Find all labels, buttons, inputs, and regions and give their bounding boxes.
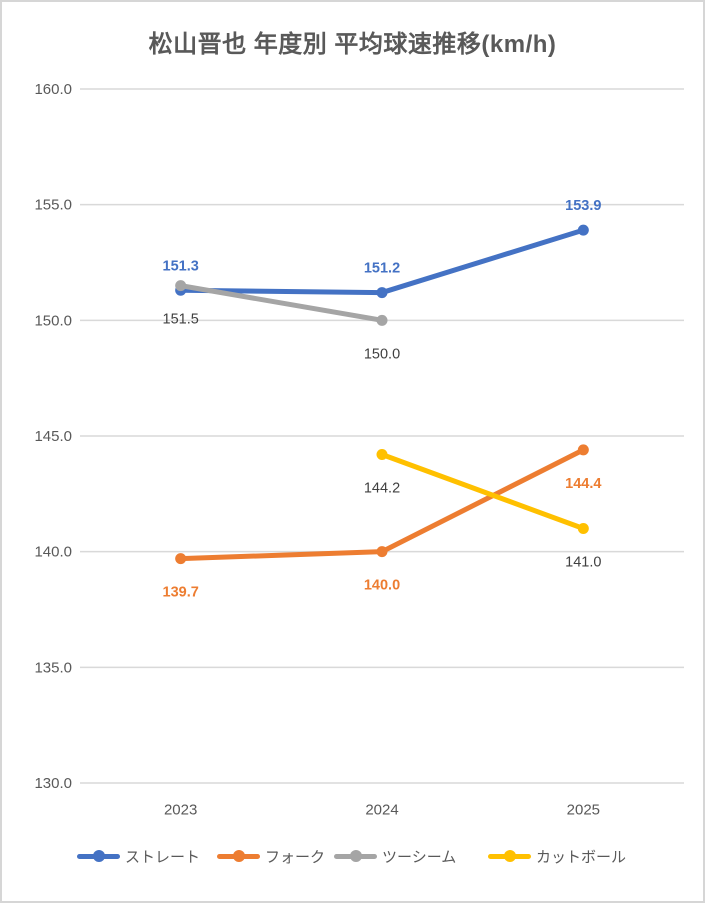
series-line-cut-ball: [379, 452, 586, 532]
series-marker-fork: [175, 553, 187, 565]
series-marker-straight: [376, 287, 388, 299]
legend-item-two-seam: ツーシーム: [334, 843, 456, 869]
legend-dot-cut-ball: [503, 850, 516, 862]
series-marker-straight: [577, 224, 589, 236]
series-marker-fork: [577, 444, 589, 456]
series-line-two-seam: [178, 283, 385, 323]
legend-label-straight: ストレート: [125, 848, 201, 866]
legend-item-straight: ストレート: [77, 843, 200, 869]
legend-line-marker-fork: [217, 850, 260, 862]
legend: ストレート フォーク ツーシーム カットボール: [2, 843, 703, 869]
legend-item-fork: フォーク: [217, 843, 325, 869]
data-label-cut-ball: 141.0: [565, 555, 601, 571]
data-label-straight: 151.2: [364, 261, 400, 277]
data-label-fork: 144.4: [565, 476, 601, 492]
y-axis-tick-label: 145.0: [34, 428, 72, 445]
y-axis-tick-label: 140.0: [34, 544, 72, 561]
legend-label-two-seam: ツーシーム: [382, 848, 457, 866]
legend-label-fork: フォーク: [265, 848, 326, 866]
data-label-two-seam: 150.0: [364, 346, 400, 362]
legend-line-marker-straight: [77, 850, 120, 862]
y-axis-tick-label: 155.0: [34, 197, 72, 214]
data-label-two-seam: 151.5: [163, 312, 199, 328]
y-axis-tick-label: 130.0: [34, 775, 72, 792]
data-label-straight: 151.3: [163, 258, 199, 274]
data-label-straight: 153.9: [565, 198, 601, 214]
y-axis-tick-label: 150.0: [34, 312, 72, 329]
legend-dot-straight: [92, 850, 105, 862]
series-marker-cut-ball: [577, 523, 589, 535]
chart-title: 松山晋也 年度別 平均球速推移(km/h): [148, 31, 557, 58]
x-axis-tick-label: 2024: [365, 802, 398, 819]
series-marker-two-seam: [376, 314, 388, 326]
legend-line-marker-two-seam: [334, 850, 377, 862]
series-marker-two-seam: [175, 280, 187, 292]
y-axis-tick-label: 135.0: [34, 659, 72, 676]
legend-line-marker-cut-ball: [488, 850, 531, 862]
data-label-fork: 139.7: [163, 585, 199, 601]
legend-item-cut-ball: カットボール: [488, 843, 626, 869]
series-marker-cut-ball: [376, 449, 388, 461]
data-label-cut-ball: 144.2: [364, 481, 400, 497]
legend-label-cut-ball: カットボール: [536, 848, 627, 866]
data-label-fork: 140.0: [364, 578, 400, 594]
x-axis-tick-label: 2025: [567, 802, 600, 819]
y-axis-tick-label: 160.0: [34, 81, 72, 98]
x-axis-tick-label: 2023: [164, 802, 197, 819]
legend-dot-two-seam: [349, 850, 362, 862]
legend-dot-fork: [232, 850, 245, 862]
series-marker-fork: [376, 546, 388, 558]
